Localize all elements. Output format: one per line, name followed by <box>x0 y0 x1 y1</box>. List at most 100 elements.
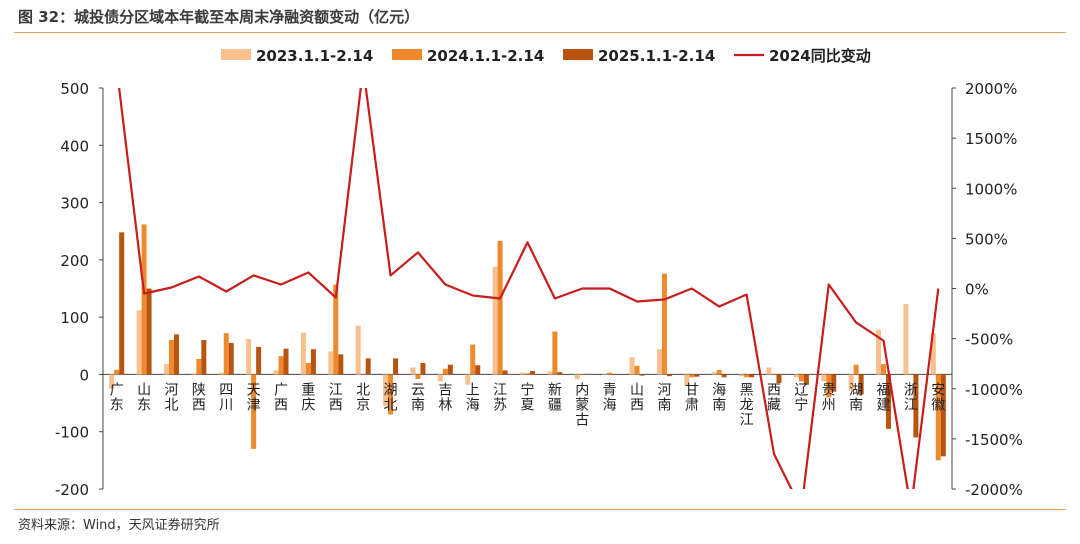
x-tick-char: 肃 <box>685 397 699 413</box>
x-tick-char: 西 <box>192 397 206 413</box>
x-tick-char: 西 <box>767 382 781 398</box>
y2-tick-label: 1500% <box>965 130 1017 148</box>
x-tick-char: 蒙 <box>575 397 589 413</box>
x-tick-char: 南 <box>712 397 726 413</box>
bar-2024.1.1-2.14 <box>661 273 667 375</box>
y2-tick-label: 2000% <box>965 80 1017 98</box>
x-tick-label: 河北 <box>164 382 178 413</box>
x-tick-char: 陕 <box>192 382 206 398</box>
bar-2024.1.1-2.14 <box>388 374 394 415</box>
x-tick-char: 西 <box>630 397 644 413</box>
x-tick-label: 云南 <box>411 382 425 413</box>
bar-2025.1.1-2.14 <box>256 346 262 375</box>
bar-2023.1.1-2.14 <box>300 332 306 375</box>
x-tick-label: 四川 <box>219 382 233 413</box>
bar-2025.1.1-2.14 <box>639 374 645 376</box>
bar-2024.1.1-2.14 <box>689 374 695 378</box>
bar-2023.1.1-2.14 <box>437 374 443 382</box>
bar-2025.1.1-2.14 <box>886 374 892 429</box>
bar-2024.1.1-2.14 <box>716 369 722 375</box>
x-tick-char: 新 <box>548 382 562 398</box>
y-tick-label: 500 <box>60 80 89 98</box>
x-tick-char: 江 <box>740 412 754 428</box>
bar-2023.1.1-2.14 <box>520 372 525 375</box>
x-tick-char: 甘 <box>685 382 699 398</box>
x-tick-char: 庆 <box>301 397 315 413</box>
bar-2024.1.1-2.14 <box>251 374 257 449</box>
x-tick-char: 江 <box>493 382 507 398</box>
bar-2023.1.1-2.14 <box>629 357 635 375</box>
y-tick-label: 0 <box>79 366 89 384</box>
x-tick-char: 林 <box>438 397 452 413</box>
x-tick-label: 浙江 <box>904 382 918 413</box>
bar-2024.1.1-2.14 <box>908 374 914 375</box>
x-tick-char: 苏 <box>493 397 507 413</box>
x-tick-char: 南 <box>411 397 425 413</box>
x-tick-char: 东 <box>110 397 124 413</box>
x-tick-char: 夏 <box>521 397 535 413</box>
x-tick-label: 上海 <box>466 382 480 413</box>
x-tick-char: 内 <box>575 382 589 398</box>
x-tick-label: 湖南 <box>849 382 863 413</box>
x-tick-label: 安徽 <box>931 382 945 413</box>
bar-2025.1.1-2.14 <box>146 288 152 375</box>
legend-label: 2023.1.1-2.14 <box>256 47 373 65</box>
bar-2023.1.1-2.14 <box>930 333 936 375</box>
x-tick-char: 西 <box>274 397 288 413</box>
x-tick-label: 黑龙江 <box>740 382 754 428</box>
x-tick-label: 天津 <box>247 382 261 413</box>
bar-2024.1.1-2.14 <box>935 374 941 461</box>
bar-2023.1.1-2.14 <box>492 266 498 375</box>
y2-tick-label: 500% <box>965 230 1008 248</box>
bar-2025.1.1-2.14 <box>940 374 946 457</box>
footer-rule <box>14 509 1066 510</box>
bar-2024.1.1-2.14 <box>415 374 421 380</box>
bar-2024.1.1-2.14 <box>744 374 750 378</box>
bars <box>109 224 946 461</box>
y2-tick-label: -500% <box>965 331 1013 349</box>
y2-tick-label: 0% <box>965 281 989 299</box>
x-tick-char: 海 <box>466 397 480 413</box>
x-tick-label: 内蒙古 <box>575 382 589 428</box>
bar-2025.1.1-2.14 <box>173 334 179 375</box>
bar-2023.1.1-2.14 <box>821 374 827 382</box>
bar-2024.1.1-2.14 <box>634 365 640 375</box>
x-tick-char: 州 <box>822 397 836 413</box>
x-tick-label: 湖北 <box>384 382 398 413</box>
bar-2023.1.1-2.14 <box>465 374 471 385</box>
x-tick-char: 江 <box>904 397 918 413</box>
bar-2023.1.1-2.14 <box>191 373 197 375</box>
bar-2025.1.1-2.14 <box>721 374 727 378</box>
x-tick-label: 福建 <box>877 382 891 413</box>
bar-2024.1.1-2.14 <box>853 364 859 375</box>
x-tick-char: 河 <box>657 382 671 398</box>
x-tick-label: 重庆 <box>301 382 315 413</box>
x-tick-label: 辽宁 <box>794 382 808 413</box>
x-tick-label: 海南 <box>712 382 726 413</box>
figure-title: 图 32：城投债分区域本年截至本周末净融资额变动（亿元） <box>18 8 420 26</box>
bar-2024.1.1-2.14 <box>552 331 558 375</box>
x-tick-char: 山 <box>630 382 644 398</box>
bar-2024.1.1-2.14 <box>525 373 530 375</box>
bar-2024.1.1-2.14 <box>798 374 804 382</box>
bar-2023.1.1-2.14 <box>766 367 772 375</box>
x-tick-label: 河南 <box>657 382 671 413</box>
x-tick-char: 天 <box>247 382 261 398</box>
bar-2024.1.1-2.14 <box>278 356 284 375</box>
bar-2023.1.1-2.14 <box>163 364 169 375</box>
source-note: 资料来源：Wind，天风证券研究所 <box>18 518 220 533</box>
bar-2025.1.1-2.14 <box>502 370 508 375</box>
bar-2023.1.1-2.14 <box>547 371 553 375</box>
bar-2025.1.1-2.14 <box>201 340 207 375</box>
x-tick-char: 古 <box>575 412 589 428</box>
x-tick-char: 西 <box>329 397 343 413</box>
x-tick-char: 北 <box>384 397 398 413</box>
x-tick-char: 河 <box>164 382 178 398</box>
x-tick-char: 川 <box>219 397 233 413</box>
x-tick-char: 海 <box>712 382 726 398</box>
bar-2023.1.1-2.14 <box>903 303 909 375</box>
x-tick-char: 贵 <box>822 382 836 398</box>
x-tick-char: 建 <box>877 397 891 413</box>
